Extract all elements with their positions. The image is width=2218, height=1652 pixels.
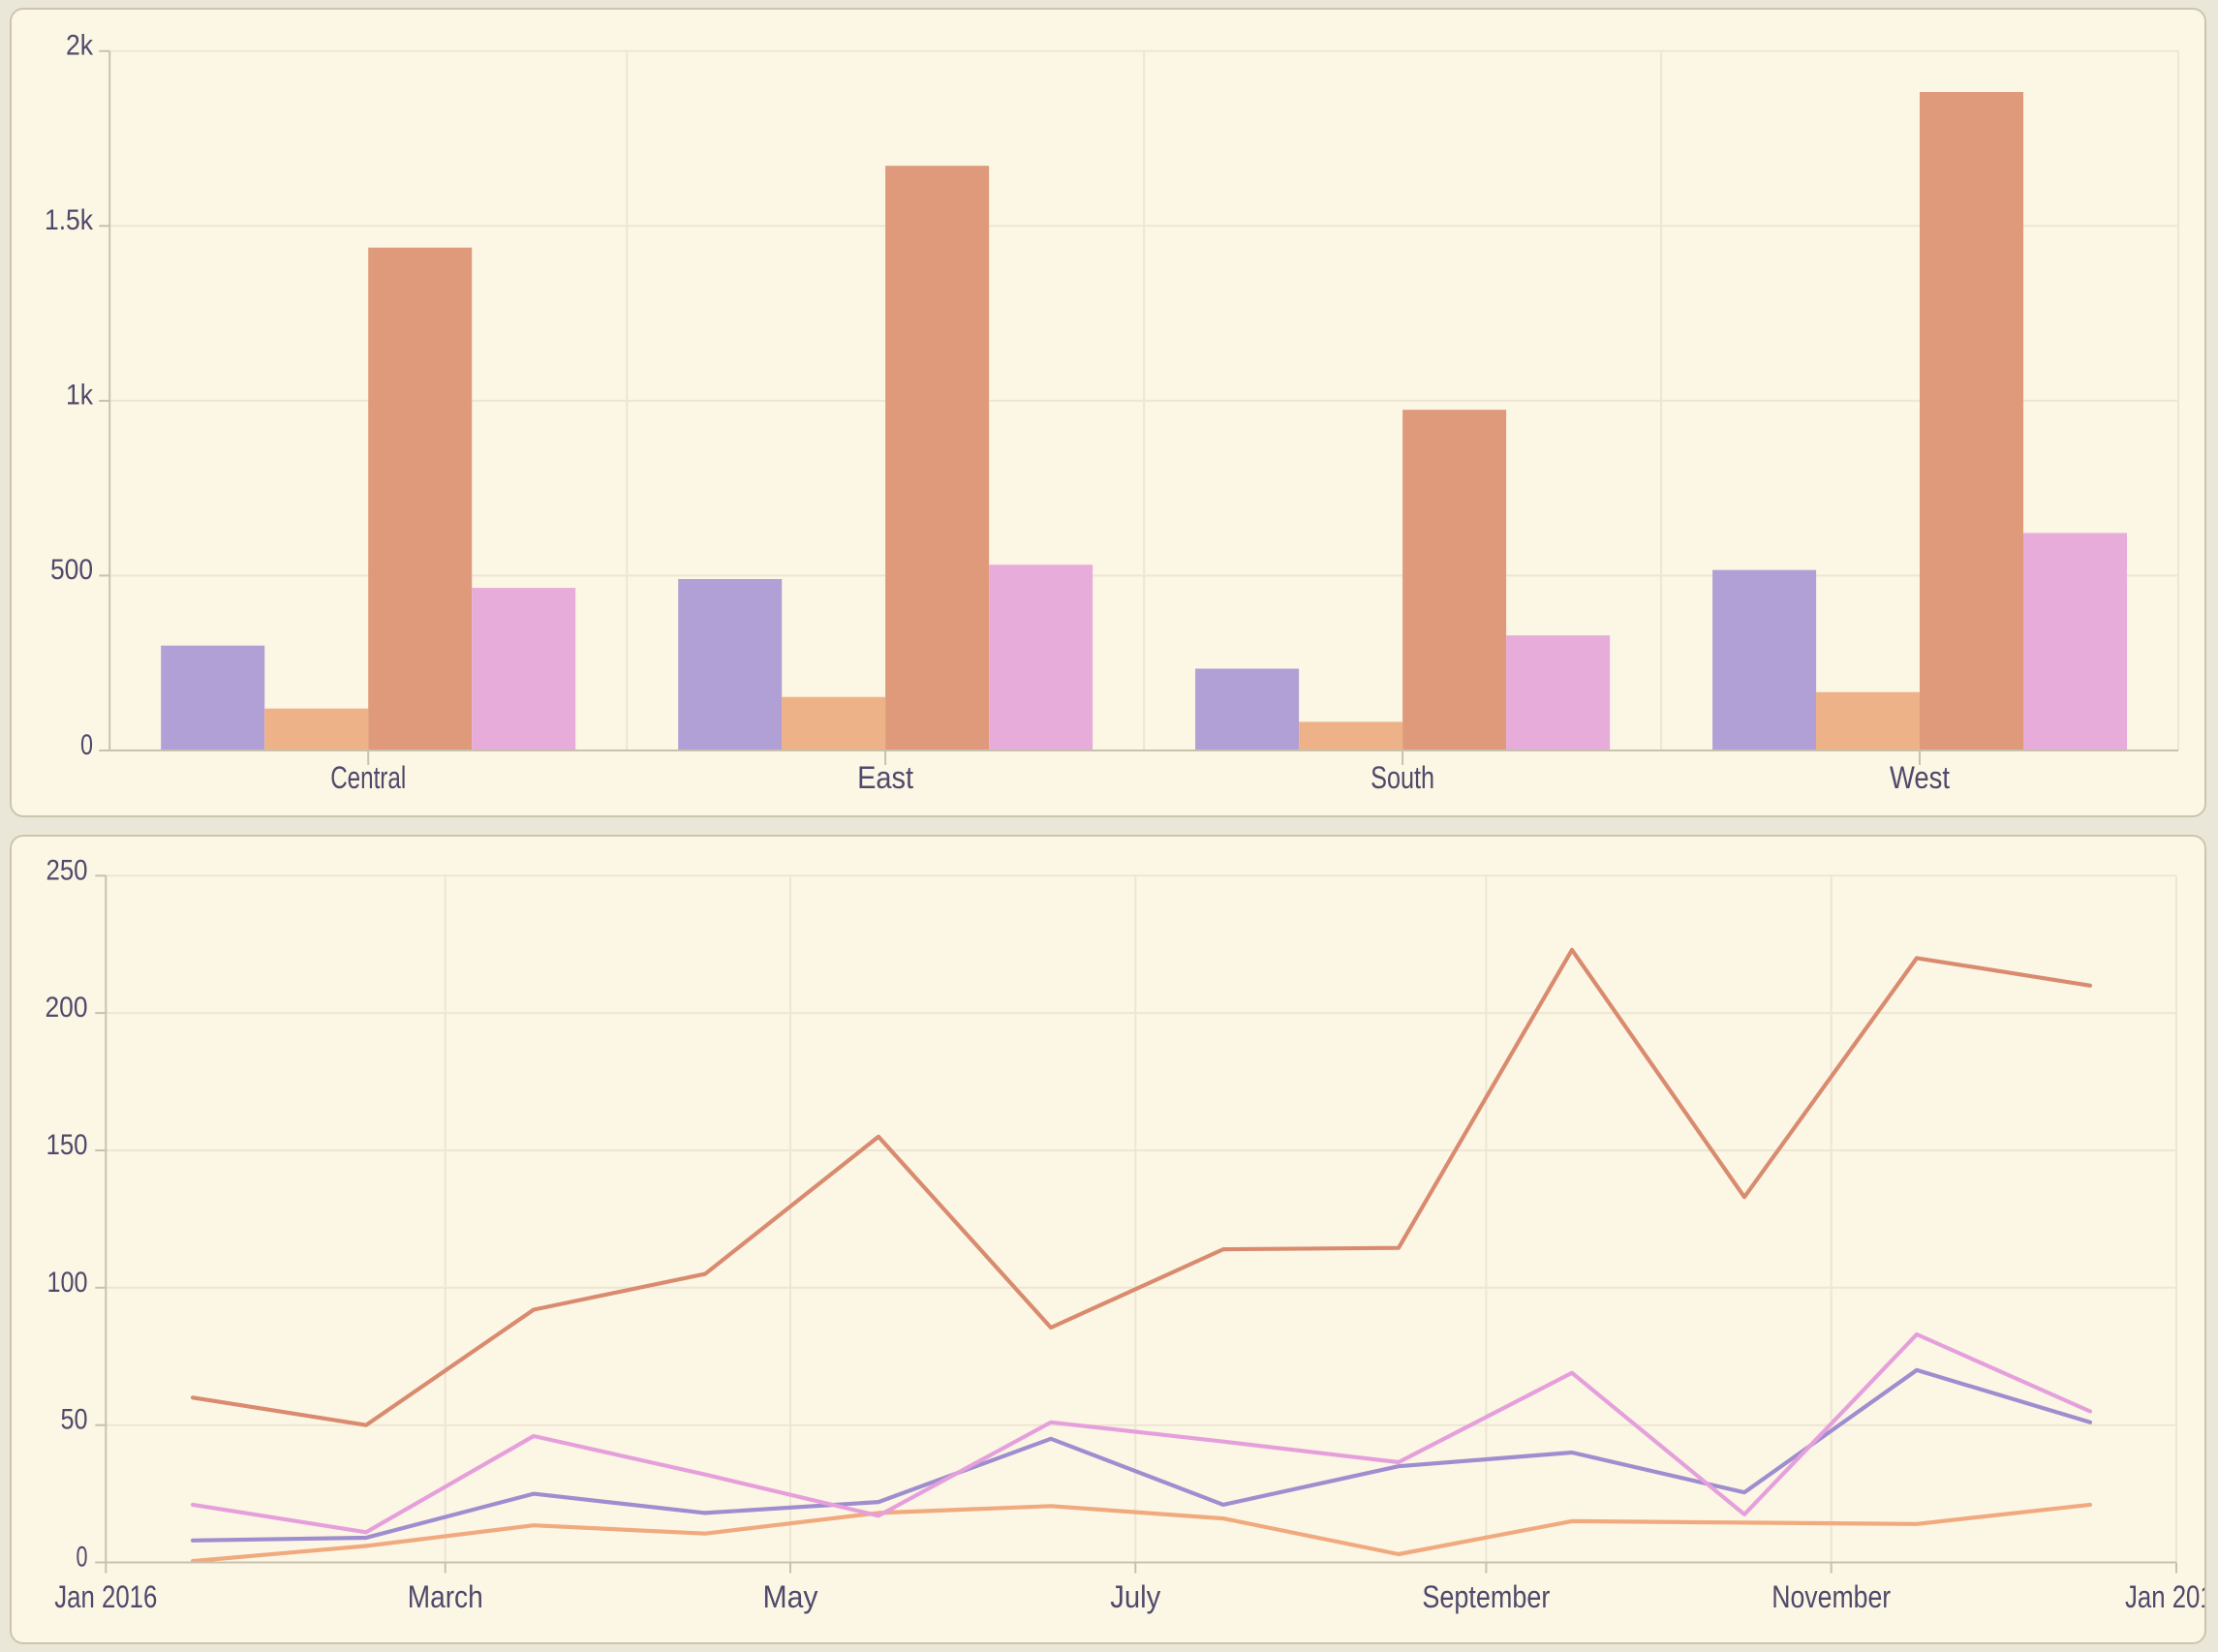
svg-text:Jan 2016: Jan 2016: [54, 1579, 157, 1614]
svg-text:South: South: [1371, 760, 1434, 795]
svg-text:2k: 2k: [66, 30, 94, 62]
svg-text:100: 100: [47, 1267, 88, 1299]
svg-text:150: 150: [46, 1129, 88, 1161]
svg-text:200: 200: [46, 992, 88, 1024]
svg-text:1.5k: 1.5k: [45, 204, 94, 236]
svg-text:November: November: [1771, 1579, 1891, 1614]
svg-text:Central: Central: [330, 760, 406, 795]
svg-text:March: March: [408, 1579, 483, 1614]
svg-text:May: May: [763, 1579, 818, 1614]
svg-text:0: 0: [80, 729, 93, 761]
svg-text:West: West: [1890, 760, 1950, 795]
svg-text:250: 250: [46, 854, 88, 886]
svg-text:September: September: [1422, 1579, 1550, 1614]
svg-text:1k: 1k: [66, 380, 94, 412]
svg-text:July: July: [1110, 1579, 1160, 1614]
svg-text:50: 50: [61, 1404, 88, 1436]
svg-text:Jan 2017: Jan 2017: [2125, 1579, 2204, 1614]
svg-text:500: 500: [50, 554, 93, 586]
svg-text:0: 0: [77, 1542, 88, 1574]
svg-text:East: East: [857, 760, 913, 795]
